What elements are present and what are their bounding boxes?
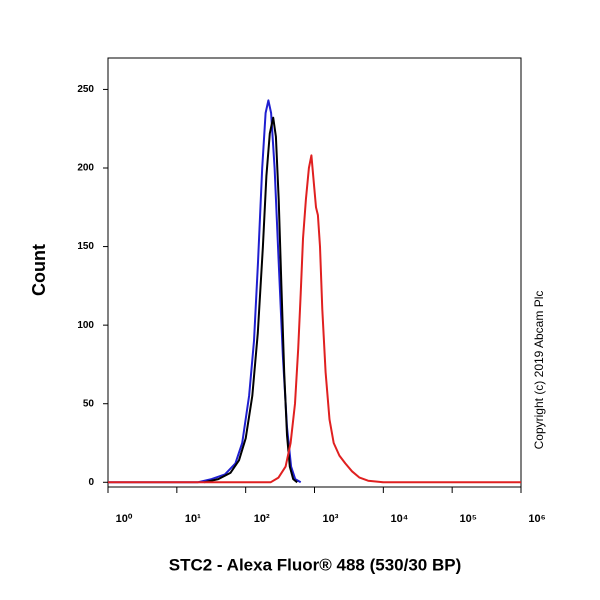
y-tick-label: 150 (77, 241, 94, 252)
x-tick-label: 10² (254, 513, 270, 525)
plot-frame (107, 57, 522, 488)
x-axis-label: STC2 - Alexa Fluor® 488 (530/30 BP) (169, 555, 462, 574)
series-line (203, 116, 298, 484)
copyright: Copyright (c) 2019 Abcam Plc (532, 291, 546, 450)
x-tick-label: 10⁵ (459, 513, 476, 525)
x-tick-label: 10⁰ (116, 513, 133, 525)
y-axis-label: Count (29, 244, 49, 296)
series-line (108, 154, 521, 484)
x-tick-label: 10¹ (185, 513, 201, 525)
y-tick-label: 50 (83, 398, 95, 409)
y-tick-label: 0 (88, 477, 94, 488)
x-tick-label: 10⁶ (528, 513, 545, 525)
x-tick-label: 10³ (323, 513, 339, 525)
y-tick-label: 200 (77, 163, 94, 174)
y-tick-label: 100 (77, 320, 94, 331)
y-tick-label: 250 (77, 84, 94, 95)
series-line (108, 99, 302, 484)
x-tick-label: 10⁴ (390, 513, 408, 525)
